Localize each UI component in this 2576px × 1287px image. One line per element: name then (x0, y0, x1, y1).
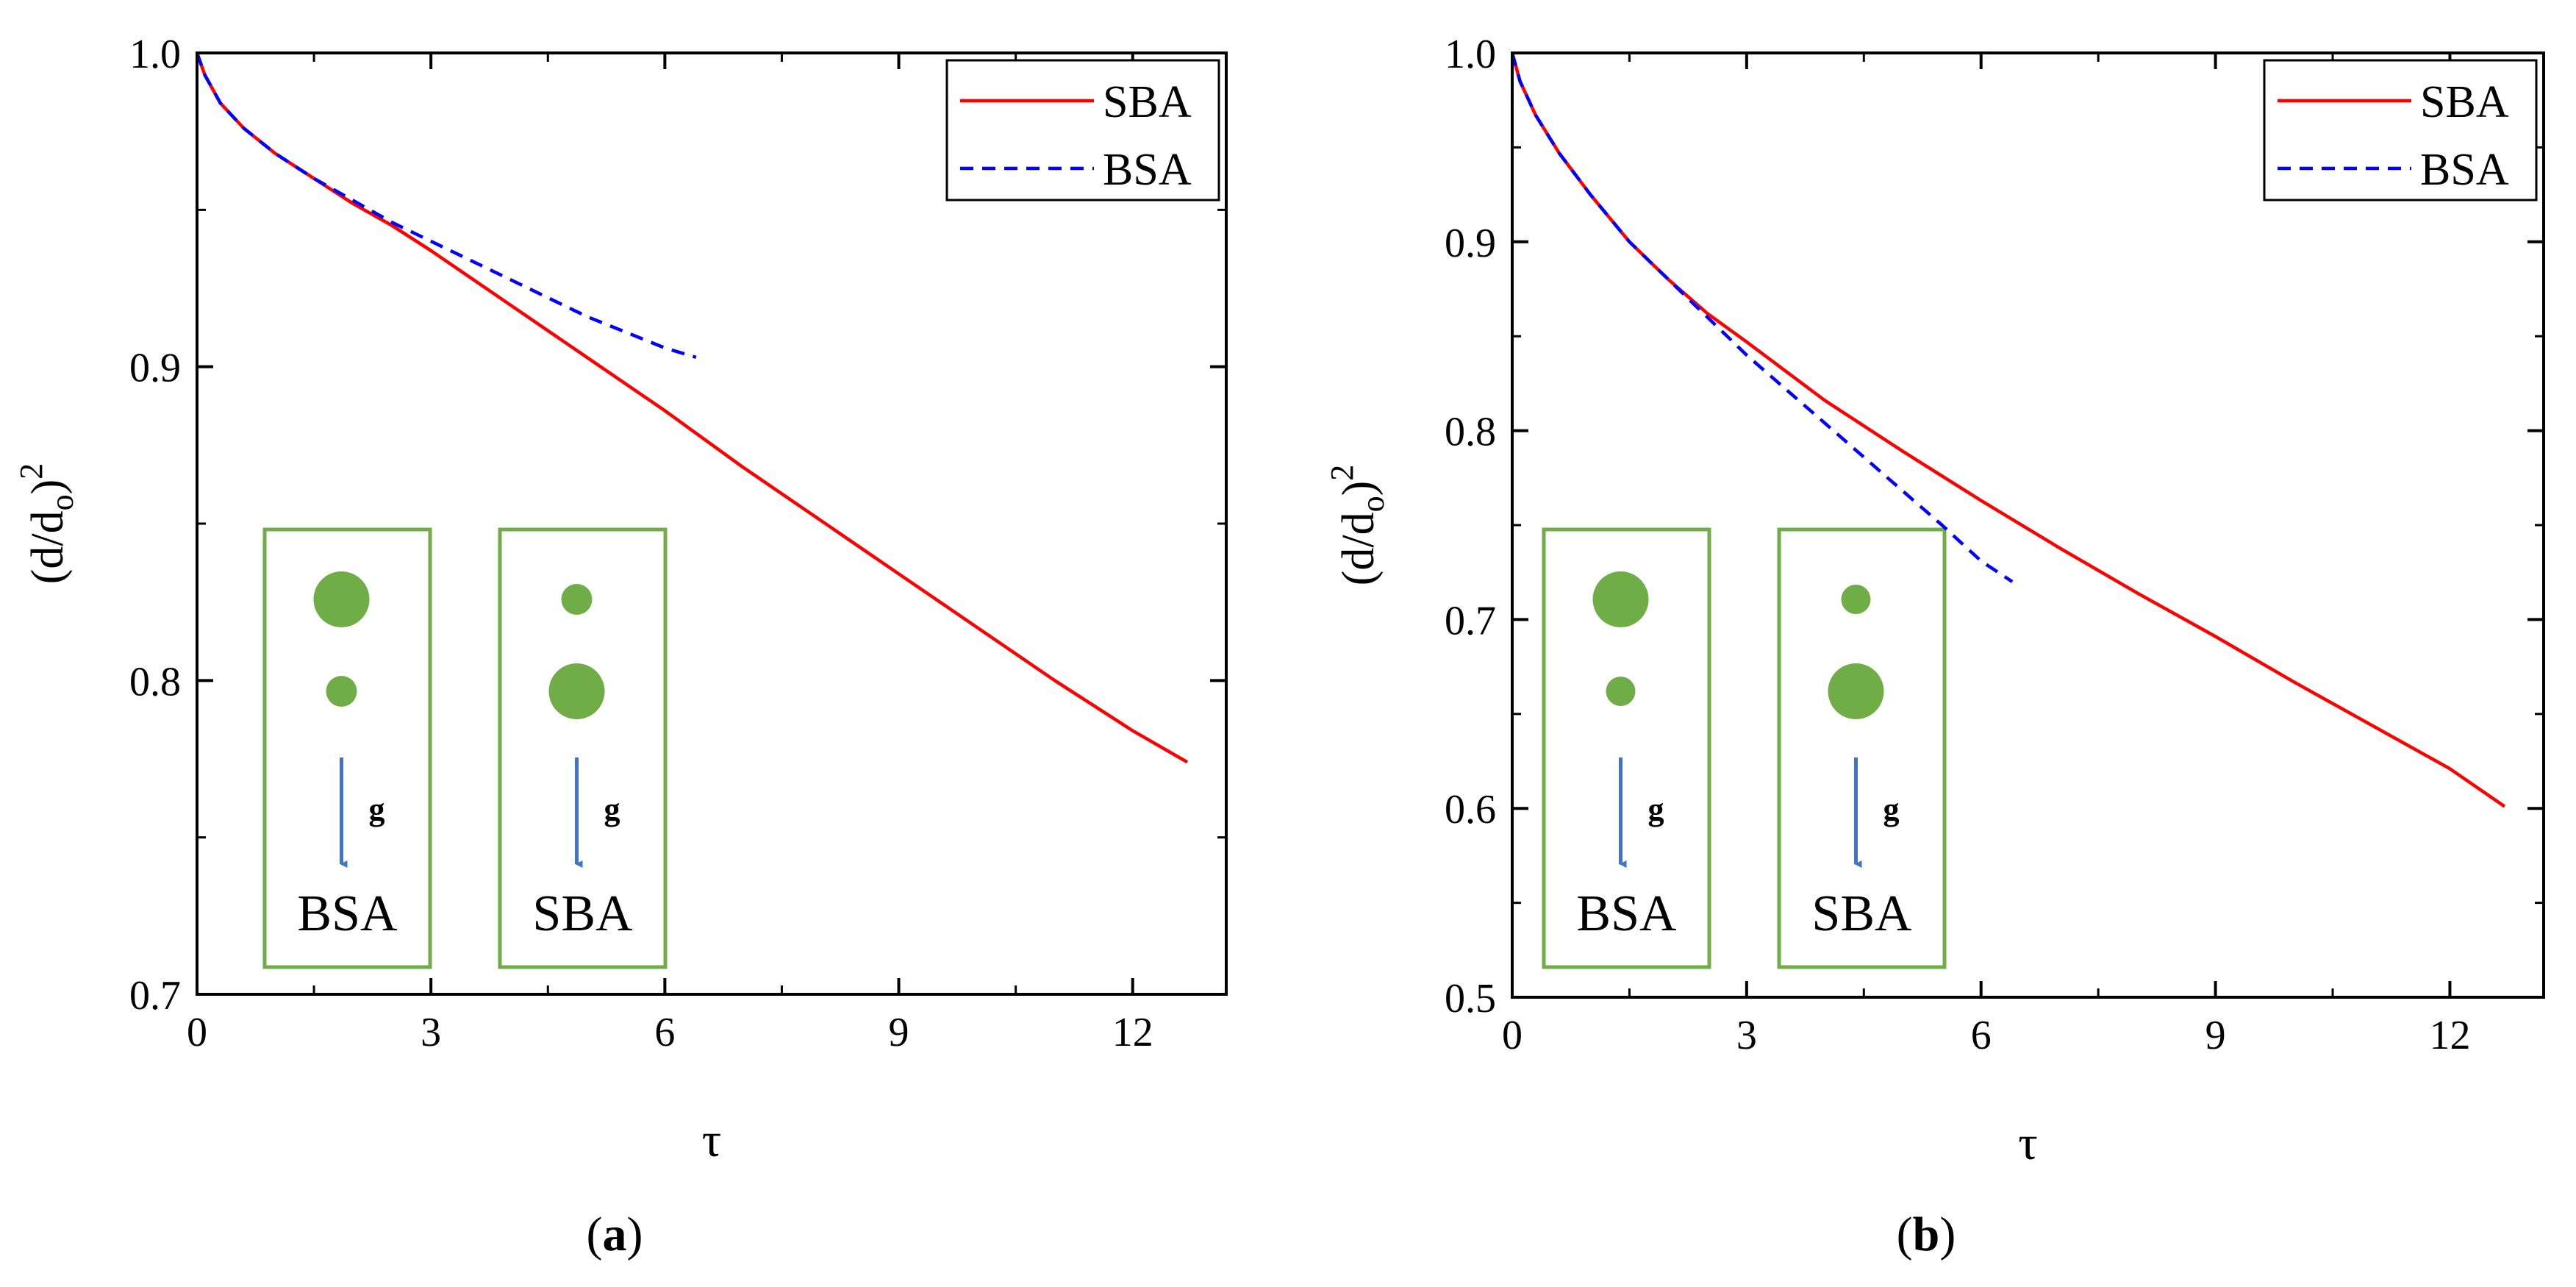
inset-label: SBA (1811, 885, 1912, 942)
y-tick-label: 0.5 (1445, 976, 1496, 1022)
y-tick-label: 1.0 (1445, 32, 1496, 77)
gravity-label: g (604, 791, 620, 827)
legend-box (945, 59, 1220, 202)
y-tick-label: 0.6 (1445, 787, 1496, 833)
gravity-label: g (1648, 791, 1664, 827)
legend-label-bsa: BSA (1103, 145, 1192, 195)
inset-label: SBA (532, 885, 633, 942)
inset-box (498, 527, 668, 969)
series-bsa-line (1510, 52, 2014, 583)
y-axis-label: (d/do)2 (13, 463, 80, 585)
inset-box (1777, 527, 1947, 969)
x-tick-label: 12 (1112, 1010, 1153, 1055)
y-tick-label: 0.7 (1445, 598, 1496, 644)
bottom-droplet (326, 676, 357, 707)
x-tick-label: 0 (187, 1010, 207, 1055)
x-axis-label: τ (702, 1113, 722, 1167)
x-tick-label: 9 (889, 1010, 909, 1055)
legend-box (2263, 59, 2538, 202)
y-tick-label: 0.9 (1445, 221, 1496, 266)
y-tick-label: 0.8 (1445, 410, 1496, 455)
inset-sba: g SBA (498, 527, 668, 969)
x-tick-label: 6 (654, 1010, 675, 1055)
bottom-droplet (1606, 677, 1636, 706)
inset-label: BSA (297, 885, 398, 942)
top-droplet (1592, 571, 1649, 627)
inset-box (262, 527, 432, 969)
y-axis-label: (d/do)2 (1324, 465, 1391, 586)
caption-b: (b) (1897, 1208, 1956, 1261)
inset-box (1542, 527, 1711, 969)
legend: SBA BSA (2263, 59, 2538, 202)
y-tick-label: 0.7 (129, 973, 181, 1019)
inset-bsa: g BSA (262, 527, 432, 969)
x-tick-label: 0 (1502, 1013, 1523, 1058)
top-droplet (1841, 585, 1871, 614)
top-droplet (561, 584, 593, 615)
x-tick-label: 9 (2205, 1013, 2226, 1058)
gravity-label: g (369, 791, 385, 827)
legend-label-bsa: BSA (2420, 145, 2509, 195)
caption-a: (a) (587, 1208, 643, 1261)
y-tick-label: 1.0 (129, 32, 181, 77)
legend-label-sba: SBA (1103, 77, 1192, 127)
x-tick-label: 3 (421, 1010, 441, 1055)
x-tick-label: 12 (2429, 1013, 2470, 1058)
x-axis-label: τ (2018, 1116, 2038, 1170)
y-tick-label: 0.9 (129, 346, 181, 391)
inset-bsa: g BSA (1542, 527, 1711, 969)
bottom-droplet (548, 663, 605, 719)
legend-label-sba: SBA (2420, 77, 2509, 127)
panel-a: g BSA g SBA 0 3 6 9 12 0.7 0.8 0.9 1.0 τ (d/do)2 SBA BSA (13, 32, 1228, 1167)
series-bsa-line (195, 52, 697, 360)
bottom-droplet (1828, 663, 1884, 719)
inset-label: BSA (1576, 885, 1677, 942)
gravity-label: g (1883, 791, 1900, 827)
legend: SBA BSA (945, 59, 1220, 202)
panel-b: g BSA g SBA 0 3 6 9 12 0.5 0.6 0.7 0.8 0.9 1.0 τ (d/do)2… (1324, 32, 2545, 1170)
top-droplet (313, 571, 370, 627)
x-tick-label: 3 (1736, 1013, 1757, 1058)
inset-sba: g SBA (1777, 527, 1947, 969)
y-tick-label: 0.8 (129, 659, 181, 705)
x-tick-label: 6 (1971, 1013, 1992, 1058)
